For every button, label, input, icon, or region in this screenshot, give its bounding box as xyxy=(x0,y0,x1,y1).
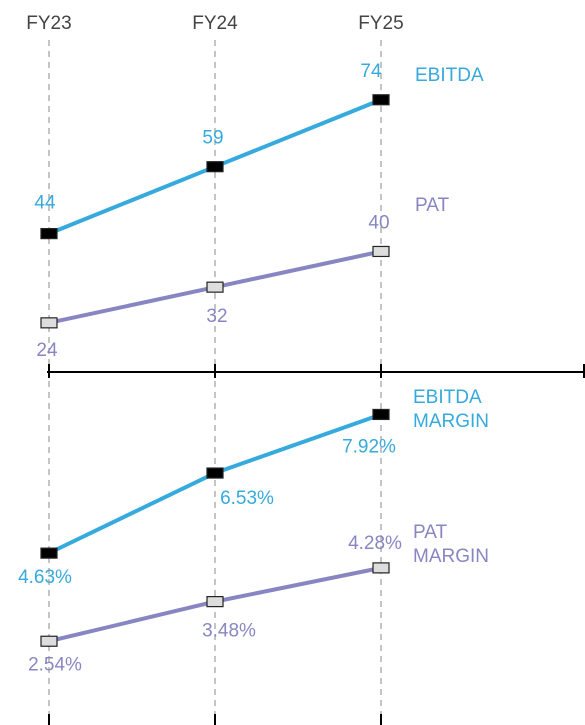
x-tick-label: FY24 xyxy=(192,13,238,34)
point-marker xyxy=(206,467,224,479)
data-label: 4.63% xyxy=(18,567,72,588)
point-marker xyxy=(206,281,224,293)
data-label: 74 xyxy=(360,61,382,82)
series-name-line: MARGIN xyxy=(413,546,489,567)
point-marker xyxy=(372,562,390,574)
point-marker xyxy=(206,596,224,608)
point-marker xyxy=(40,547,58,559)
series-name: EBITDA xyxy=(415,65,484,86)
data-label: 44 xyxy=(34,193,56,214)
series-name-line: MARGIN xyxy=(413,411,489,432)
series-name-line: EBITDA xyxy=(413,387,482,408)
data-label: 2.54% xyxy=(28,654,82,675)
series-name: PAT xyxy=(415,195,450,216)
point-marker xyxy=(206,161,224,173)
x-tick-label: FY23 xyxy=(26,13,71,34)
series-name-line: PAT xyxy=(413,522,448,543)
point-marker xyxy=(40,635,58,647)
series-name: EBITDA MARGIN xyxy=(413,387,489,432)
data-label: 4.28% xyxy=(348,533,402,554)
data-label: 40 xyxy=(368,212,389,233)
data-label: 3.48% xyxy=(202,621,256,642)
point-marker xyxy=(372,94,390,106)
x-tick-label: FY25 xyxy=(358,13,403,34)
data-label: 24 xyxy=(36,340,58,361)
data-label: 59 xyxy=(202,128,223,149)
point-marker xyxy=(40,228,58,240)
point-marker xyxy=(372,245,390,258)
data-label: 32 xyxy=(206,306,227,327)
data-label: 6.53% xyxy=(220,488,274,509)
series-name: PAT MARGIN xyxy=(413,522,489,567)
point-marker xyxy=(40,317,58,329)
point-marker xyxy=(372,408,390,421)
data-label: 7.92% xyxy=(342,436,396,457)
